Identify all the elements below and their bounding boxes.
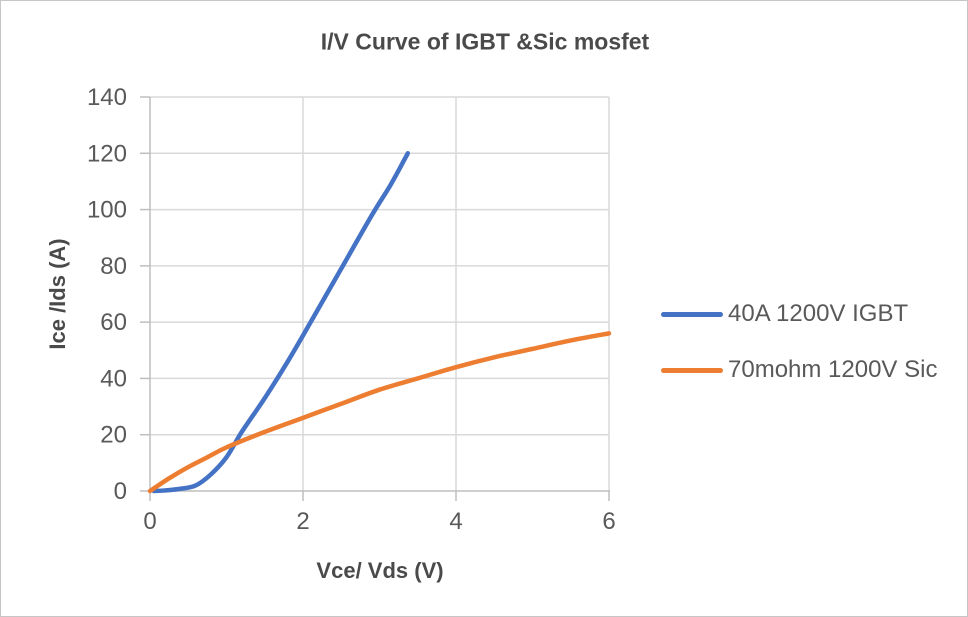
chart-title: I/V Curve of IGBT &Sic mosfet (320, 28, 650, 55)
series-line-1 (147, 331, 612, 494)
y-tick-label: 60 (100, 309, 127, 336)
x-tick-label: 2 (296, 508, 309, 535)
legend-item-0: 40A 1200V IGBT (661, 297, 937, 331)
y-tick-label: 40 (100, 365, 127, 392)
x-axis-title: Vce/ Vds (V) (316, 558, 444, 583)
legend-line-swatch-icon (661, 367, 723, 373)
y-tick-label: 80 (100, 253, 127, 280)
legend-line-swatch-icon (661, 311, 723, 317)
legend-item-1: 70mohm 1200V Sic (661, 353, 937, 387)
x-tick-label: 6 (602, 508, 615, 535)
legend-label: 70mohm 1200V Sic (728, 356, 938, 383)
series-line-0 (151, 151, 411, 494)
x-tick-label: 4 (449, 508, 462, 535)
y-tick-label: 20 (100, 422, 127, 449)
y-tick-label: 100 (87, 197, 127, 224)
y-tick-label: 120 (87, 140, 127, 167)
y-tick-label: 140 (87, 84, 127, 111)
legend: 40A 1200V IGBT 70mohm 1200V Sic (661, 297, 937, 387)
x-tick-label: 0 (143, 508, 156, 535)
legend-label: 40A 1200V IGBT (728, 300, 909, 327)
y-tick-label: 0 (114, 478, 127, 505)
